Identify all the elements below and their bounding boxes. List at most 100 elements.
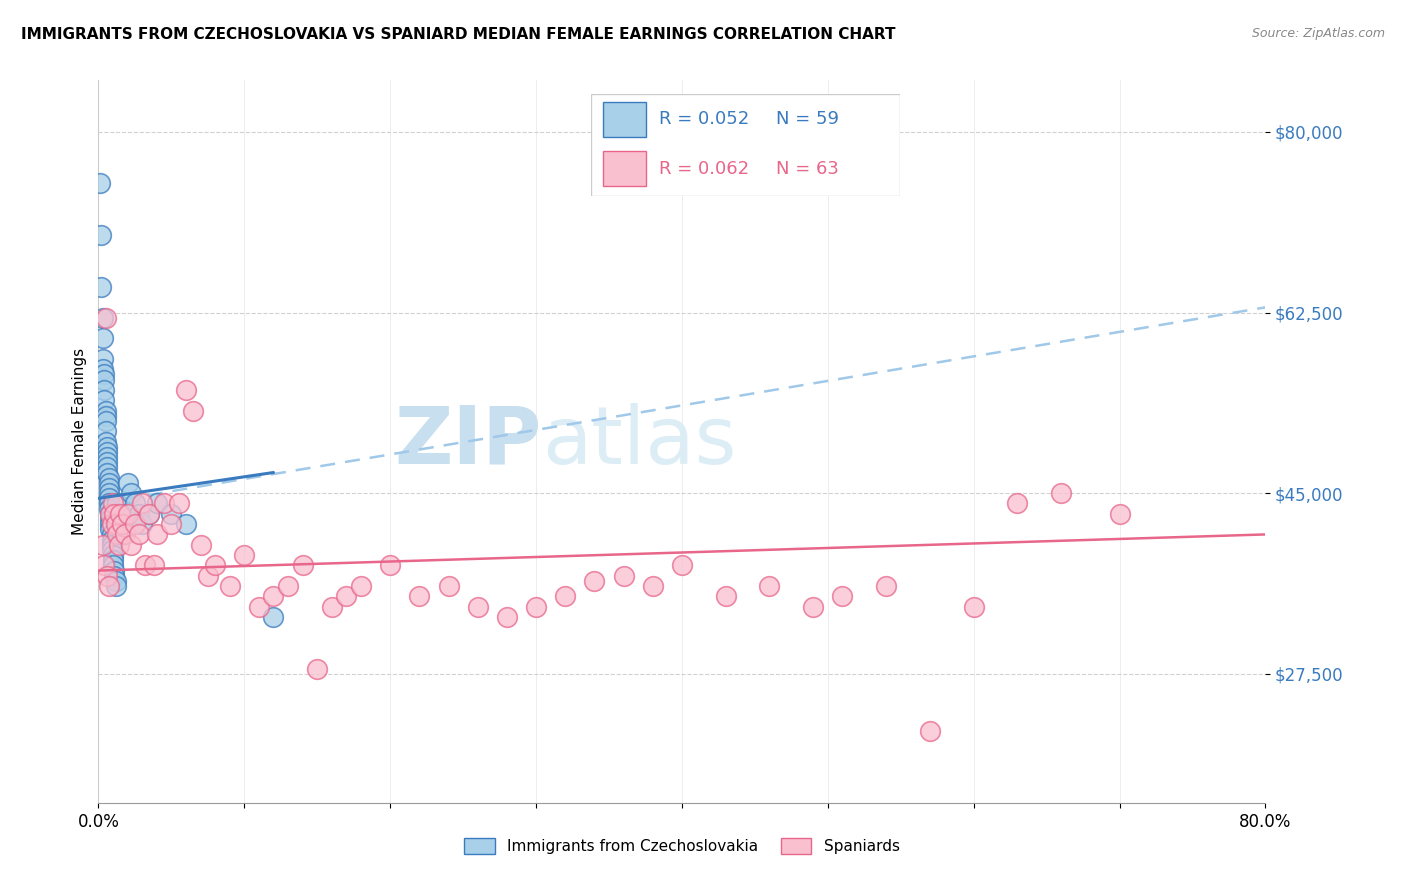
Point [335,590,357,604]
Point [98,507,121,521]
Point [94,424,117,438]
Point [96,440,118,454]
Point [138,507,160,521]
Point [105,496,128,510]
Point [98,522,121,536]
Point [96,445,118,459]
Point [146,496,169,510]
Point [117,475,139,490]
Point [100,538,122,552]
Point [408,590,430,604]
Point [93,393,115,408]
Point [247,599,270,614]
Point [97,496,120,510]
Bar [603,102,647,136]
Point [204,558,226,573]
Point [496,610,519,624]
Point [90,228,112,243]
Point [97,475,120,490]
Point [98,507,121,521]
Point [110,517,132,532]
Point [111,517,134,532]
Point [94,409,117,423]
Point [124,496,146,510]
Point [962,599,984,614]
Point [96,460,118,475]
Point [277,579,299,593]
Point [801,599,824,614]
Point [103,507,125,521]
Point [93,373,115,387]
Point [583,574,606,588]
Point [101,548,124,562]
Point [97,481,120,495]
Text: R = 0.052: R = 0.052 [658,111,749,128]
Text: R = 0.062: R = 0.062 [658,160,749,178]
Point [197,568,219,582]
Point [437,579,460,593]
Point [146,527,169,541]
Point [104,579,127,593]
Point [91,351,114,366]
Point [131,517,153,532]
Point [100,527,122,541]
Point [612,568,634,582]
Point [114,527,136,541]
Bar [603,151,647,186]
Legend: Immigrants from Czechoslovakia, Spaniards: Immigrants from Czechoslovakia, Spaniard… [458,832,905,860]
Point [524,599,547,614]
Text: Source: ZipAtlas.com: Source: ZipAtlas.com [1251,27,1385,40]
Point [307,662,329,676]
Text: N = 59: N = 59 [776,111,839,128]
Point [117,507,139,521]
Point [160,517,183,532]
Point [831,590,853,604]
Point [96,450,118,464]
Point [291,558,314,573]
Point [218,579,240,593]
Point [758,579,780,593]
Point [262,610,284,624]
Point [138,507,160,521]
Point [101,496,124,510]
Point [110,507,132,521]
Point [108,507,131,521]
Point [181,403,204,417]
Point [97,491,120,506]
Point [98,517,121,532]
Point [100,517,122,532]
Point [120,486,142,500]
Point [134,558,156,573]
Point [111,527,134,541]
Point [101,558,124,573]
Point [350,579,373,593]
Point [96,568,118,582]
Point [93,383,115,397]
Point [124,517,146,532]
Point [160,507,183,521]
Point [1108,507,1130,521]
Point [96,466,118,480]
Point [105,527,128,541]
Point [380,558,402,573]
Point [101,553,124,567]
Point [174,383,197,397]
Point [120,538,142,552]
Point [94,310,117,325]
Point [104,517,127,532]
Point [91,538,114,552]
Point [142,558,165,573]
Point [128,507,150,521]
Point [467,599,489,614]
Text: ZIP: ZIP [395,402,541,481]
Point [875,579,897,593]
Point [554,590,576,604]
Point [89,177,111,191]
Point [96,455,118,469]
Point [91,310,114,325]
Point [100,542,122,557]
Text: atlas: atlas [541,402,737,481]
Point [1007,496,1029,510]
Point [321,599,343,614]
Point [190,538,212,552]
